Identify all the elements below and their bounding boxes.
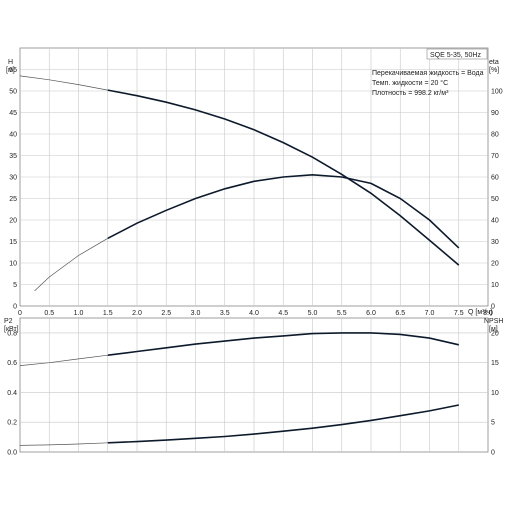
eta-axis-label: eta	[489, 59, 499, 66]
x-tick-label: 8.0	[483, 310, 493, 317]
upper-left-tick-label: 55	[9, 67, 17, 74]
upper-left-tick-label: 40	[9, 132, 17, 139]
lower-right-tick-label: 5	[491, 420, 495, 427]
eta-curve	[107, 173, 460, 249]
model-label: SQE 5-35, 50Hz	[430, 52, 481, 59]
x-tick-label: 2.0	[132, 310, 142, 317]
lower-right-tick-label: 0	[491, 450, 495, 457]
upper-left-tick-label: 50	[9, 89, 17, 96]
upper-right-tick-label: 50	[491, 196, 499, 203]
upper-right-tick-label: 40	[491, 218, 499, 225]
upper-right-tick-label: 10	[491, 282, 499, 289]
fluid-note: Перекачиваемая жидкость = Вода	[372, 70, 484, 77]
eta-axis-unit: [%]	[489, 67, 499, 74]
p2-axis-unit: [кВт]	[4, 326, 19, 333]
x-tick-label: 4.0	[249, 310, 259, 317]
upper-left-tick-label: 10	[9, 261, 17, 268]
upper-left-tick-label: 45	[9, 110, 17, 117]
x-tick-label: 6.0	[366, 310, 376, 317]
lower-right-tick-label: 20	[491, 330, 499, 337]
npsh-curve-extrapolated	[19, 442, 108, 446]
h-axis-label: H	[8, 59, 13, 66]
x-tick-label: 3.0	[191, 310, 201, 317]
upper-left-tick-label: 20	[9, 218, 17, 225]
temperature-note: Темп. жидкости = 20 °C	[372, 79, 448, 87]
x-tick-label: 2.5	[161, 310, 171, 317]
upper-left-tick-label: 25	[9, 196, 17, 203]
x-tick-label: 5.5	[337, 310, 347, 317]
upper-right-tick-label: 20	[491, 261, 499, 268]
p2-axis-label: P2	[4, 318, 13, 325]
lower-series	[19, 332, 459, 446]
x-tick-label: 1.0	[74, 310, 84, 317]
density-note: Плотность = 998.2 кг/м³	[372, 90, 449, 97]
upper-left-tick-label: 5	[13, 282, 17, 289]
model-label-box	[426, 48, 488, 60]
h-curve-extrapolated	[19, 75, 108, 91]
upper-ticks: 0 5 10 15 20 25 30 35 40 45 50 55 0 10 20 30 40 50 60 70 80 9…	[9, 67, 503, 317]
upper-left-tick-label: 0	[13, 304, 17, 311]
lower-grid	[20, 318, 488, 452]
upper-right-tick-label: 0	[491, 304, 495, 311]
x-tick-label: 7.5	[454, 310, 464, 317]
npsh-axis-label: NPSH	[484, 318, 503, 325]
lower-left-tick-label: 0.8	[7, 330, 17, 337]
x-tick-label: 3.5	[220, 310, 230, 317]
upper-right-tick-label: 100	[491, 89, 503, 96]
q-axis-label: Q [м³/ч]	[468, 309, 492, 316]
upper-right-tick-label: 70	[491, 153, 499, 160]
p2-curve-extrapolated	[19, 354, 108, 366]
upper-right-tick-label: 80	[491, 132, 499, 139]
lower-right-tick-label: 15	[491, 360, 499, 367]
lower-left-tick-label: 0.4	[7, 390, 17, 397]
upper-right-tick-label: 90	[491, 110, 499, 117]
x-tick-label: 1.5	[103, 310, 113, 317]
p2-curve	[107, 332, 459, 356]
x-tick-label: 6.5	[395, 310, 405, 317]
x-tick-label: 5.0	[308, 310, 318, 317]
h-axis-unit: [м]	[6, 67, 15, 74]
upper-right-tick-label: 30	[491, 239, 499, 246]
upper-series	[19, 75, 460, 292]
lower-left-tick-label: 0.2	[7, 420, 17, 427]
lower-left-tick-label: 0.6	[7, 360, 17, 367]
lower-right-tick-label: 10	[491, 390, 499, 397]
x-tick-label: 0.5	[44, 310, 54, 317]
upper-left-tick-label: 35	[9, 153, 17, 160]
upper-right-tick-label: 60	[491, 175, 499, 182]
npsh-curve	[107, 404, 459, 444]
h-curve	[107, 89, 460, 266]
lower-left-tick-label: 0.0	[7, 450, 17, 457]
x-tick-label: 0	[18, 310, 22, 317]
x-tick-label: 4.5	[278, 310, 288, 317]
upper-left-tick-label: 30	[9, 175, 17, 182]
upper-left-tick-label: 15	[9, 239, 17, 246]
eta-curve-extrapolated	[34, 237, 108, 292]
lower-ticks: 0.0 0.2 0.4 0.6 0.8 0 5 10 15 20	[7, 330, 499, 456]
x-tick-label: 7.0	[425, 310, 435, 317]
npsh-axis-unit: [м]	[489, 326, 498, 333]
